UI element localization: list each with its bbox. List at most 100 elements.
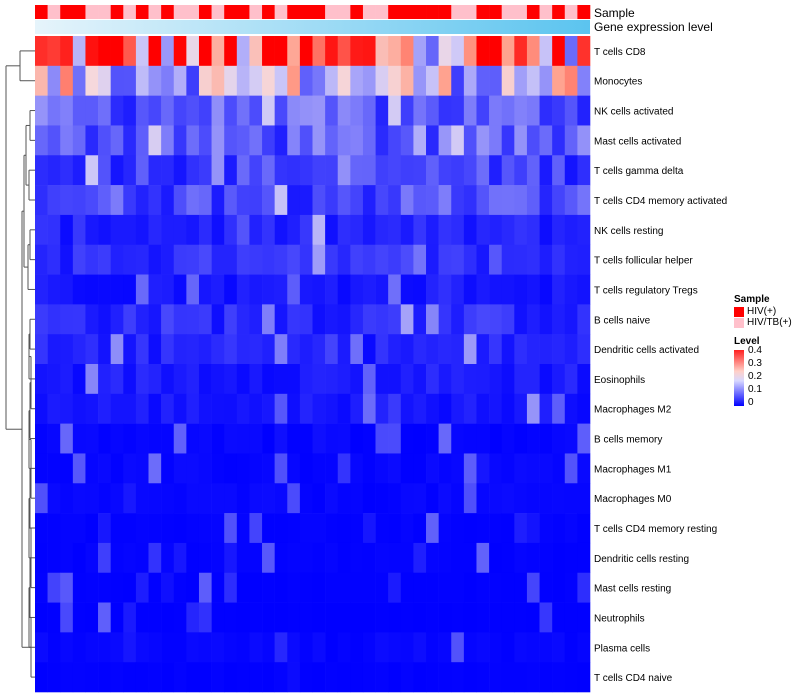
heatmap-cell [577,542,591,574]
heatmap-cell [325,483,339,514]
heatmap-cell [161,632,175,663]
heatmap-cell [539,334,553,365]
sample-annotation-cell [249,5,263,19]
heatmap-cell [173,95,187,126]
heatmap-cell [224,662,238,693]
heatmap-cell [400,244,414,275]
heatmap-cell [299,662,313,693]
heatmap-cell [186,274,200,305]
heatmap-cell [274,423,288,454]
heatmap-cell [577,125,591,156]
heatmap-cell [325,513,339,544]
heatmap-cell [564,602,578,633]
heatmap-cell [463,513,477,544]
heatmap-cell [526,513,540,544]
heatmap-cell [287,423,301,454]
heatmap-cell [110,304,124,335]
heatmap-cell [489,423,503,454]
heatmap-cell [262,364,275,395]
row-label: Macrophages M2 [594,405,672,416]
heatmap-cell [161,274,175,305]
heatmap-cell [375,602,389,633]
heatmap-cell [514,393,528,424]
heatmap-cell [451,423,465,454]
heatmap-cell [249,542,263,574]
heatmap-cell [173,125,187,156]
heatmap-cell [299,214,313,246]
sample-annotation-cell [262,5,275,19]
heatmap-cell [539,572,553,603]
heatmap-cell [375,274,389,305]
heatmap-cell [173,483,187,514]
heatmap-cell [262,542,275,574]
heatmap-cell [299,244,313,275]
heatmap-cell [350,572,364,603]
heatmap-cell [198,334,212,365]
heatmap-cell [299,513,313,544]
heatmap-cell [514,36,528,67]
heatmap-cell [337,393,351,424]
heatmap-cell [198,453,212,484]
heatmap-cell [299,125,313,156]
heatmap-cell [337,483,351,514]
heatmap-cell [72,274,86,305]
heatmap-cell [148,36,162,67]
sample-annotation-cell [224,5,238,19]
heatmap-cell [161,423,175,454]
heatmap-cell [552,304,566,335]
heatmap-cell [337,513,351,544]
heatmap-cell [312,632,326,663]
heatmap-cell [72,36,86,67]
heatmap-cell [362,334,376,365]
heatmap-cell [98,662,111,693]
heatmap-cell [426,393,439,424]
heatmap-cell [577,185,591,216]
heatmap-cell [476,185,490,216]
heatmap-cell [287,36,301,67]
heatmap-cell [299,423,313,454]
heatmap-cell [564,632,578,663]
sample-annotation-cell [35,5,48,19]
heatmap-cell [564,155,578,186]
heatmap-cell [287,214,301,246]
heatmap-cell [438,155,452,186]
heatmap-cell [325,423,339,454]
heatmap-cell [426,542,439,574]
heatmap-cell [489,572,503,603]
heatmap-cell [211,662,225,693]
heatmap-cell [135,125,149,156]
heatmap-cell [564,95,578,126]
heatmap-cell [526,662,540,693]
heatmap-cell [337,95,351,126]
heatmap-cell [451,572,465,603]
heatmap-cell [463,244,477,275]
heatmap-cell [198,483,212,514]
heatmap-cell [375,244,389,275]
heatmap-cell [325,572,339,603]
heatmap-cell [451,453,465,484]
heatmap-cell [400,542,414,574]
heatmap-cell [539,65,553,96]
heatmap-cell [526,364,540,395]
heatmap-cell [249,214,263,246]
legend-swatch-hiv [734,306,744,317]
heatmap-cell [110,244,124,275]
heatmap-cell [400,632,414,663]
heatmap-cell [148,274,162,305]
heatmap-cell [564,393,578,424]
heatmap-cell [85,513,99,544]
heatmap-cell [438,304,452,335]
heatmap-cell [224,602,238,633]
level-colorbar: 0.4 0.3 0.2 0.1 0 [734,346,800,408]
heatmap-cell [350,274,364,305]
heatmap-cell [135,95,149,126]
heatmap-cell [186,214,200,246]
heatmap-cell [400,334,414,365]
heatmap-cell [123,214,137,246]
row-label: T cells follicular helper [594,256,693,267]
heatmap-cell [476,364,490,395]
heatmap-cell [211,632,225,663]
heatmap-cell [400,36,414,67]
heatmap-cell [274,542,288,574]
heatmap-cell [198,95,212,126]
